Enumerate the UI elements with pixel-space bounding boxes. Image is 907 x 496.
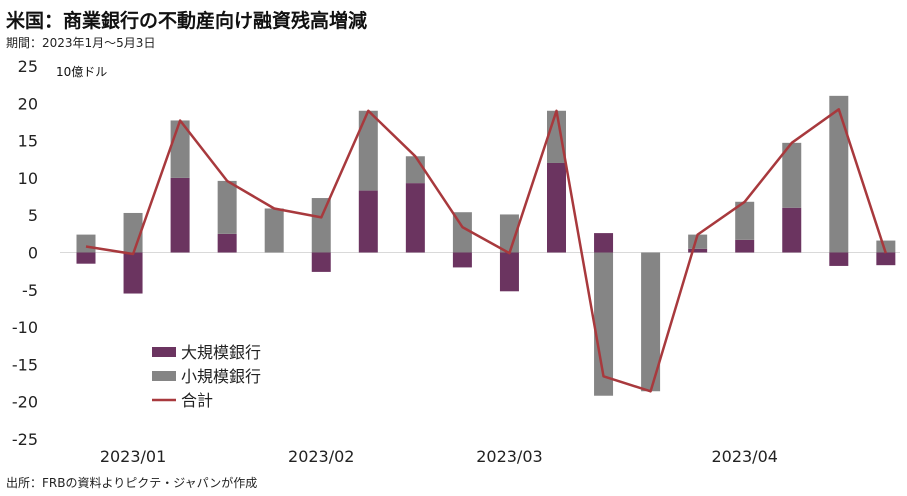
legend-swatch [152,371,176,381]
y-tick-label: 5 [28,206,38,225]
bar-small-banks [688,234,708,249]
x-tick-label: 2023/02 [288,447,354,466]
legend-label: 小規模銀行 [181,367,261,386]
bar-large-banks [217,233,237,253]
bar-large-banks [829,252,849,266]
y-tick-label: -15 [12,355,38,374]
bar-small-banks [594,252,614,396]
bar-large-banks [876,252,896,266]
y-tick-label: -10 [12,318,38,337]
bar-small-banks [358,110,378,191]
bar-small-banks [405,156,425,184]
bar-small-banks [217,180,237,234]
bar-large-banks [735,239,755,253]
bar-small-banks [76,234,96,253]
y-tick-label: 10 [18,169,38,188]
bar-large-banks [170,177,190,253]
bar-large-banks [76,252,96,264]
bar-small-banks [264,208,284,253]
chart-title: 米国：商業銀行の不動産向け融資残高増減 [6,10,368,32]
bar-large-banks [123,252,143,294]
y-tick-label: 25 [18,57,38,76]
y-axis-tick-labels: 25 20 15 10 5 0 -5 -10 -15 -20 -25 [12,57,38,449]
y-tick-label: 15 [18,132,38,151]
y-axis-unit-label: 10億ドル [56,65,108,79]
small-banks-bars [76,95,896,396]
bar-large-banks [594,233,614,253]
bar-small-banks [735,201,755,240]
x-tick-label: 2023/01 [100,447,166,466]
large-banks-bars [76,162,896,294]
chart-subtitle: 期間：2023年1月～5月3日 [6,36,156,50]
bar-small-banks [829,95,849,253]
legend-label: 大規模銀行 [181,343,261,362]
source-note: 出所：FRBの資料よりピクテ・ジャパンが作成 [6,476,258,490]
bar-small-banks [311,198,331,253]
bar-large-banks [499,252,519,292]
y-tick-label: 0 [28,244,38,263]
total-series-line [85,108,887,393]
bar-large-banks [547,162,566,253]
bar-small-banks [641,252,661,392]
bar-large-banks [311,252,331,272]
x-axis-tick-labels: 2023/01 2023/02 2023/03 2023/04 [100,447,778,466]
y-tick-label: 20 [18,94,38,113]
bar-large-banks [782,207,802,253]
y-tick-label: -25 [12,430,38,449]
x-tick-label: 2023/03 [476,447,542,466]
bar-small-banks [499,214,519,253]
legend-label: 合計 [181,391,213,410]
y-tick-label: -5 [22,281,38,300]
x-tick-label: 2023/04 [711,447,777,466]
bar-small-banks [452,212,472,253]
y-tick-label: -20 [12,393,38,412]
bar-large-banks [688,248,708,253]
bar-large-banks [405,183,425,253]
bar-large-banks [452,252,472,268]
legend-swatch [152,347,176,357]
bar-small-banks [876,240,896,253]
bar-large-banks [358,190,378,253]
bar-small-banks [782,142,802,208]
